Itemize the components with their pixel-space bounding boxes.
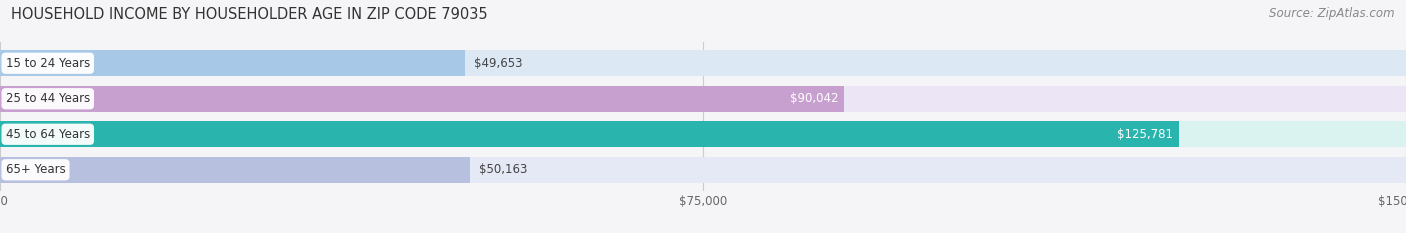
Text: $125,781: $125,781 xyxy=(1118,128,1174,141)
Bar xyxy=(0,86,844,112)
Text: 65+ Years: 65+ Years xyxy=(6,163,65,176)
Bar xyxy=(0,157,470,182)
Text: HOUSEHOLD INCOME BY HOUSEHOLDER AGE IN ZIP CODE 79035: HOUSEHOLD INCOME BY HOUSEHOLDER AGE IN Z… xyxy=(11,7,488,22)
Bar xyxy=(0,51,465,76)
Text: $49,653: $49,653 xyxy=(474,57,523,70)
Bar xyxy=(0,121,1180,147)
Bar xyxy=(0,121,1406,147)
Bar xyxy=(0,51,1406,76)
Text: Source: ZipAtlas.com: Source: ZipAtlas.com xyxy=(1270,7,1395,20)
Text: 25 to 44 Years: 25 to 44 Years xyxy=(6,92,90,105)
Text: $50,163: $50,163 xyxy=(478,163,527,176)
Bar xyxy=(0,157,1406,182)
Text: 15 to 24 Years: 15 to 24 Years xyxy=(6,57,90,70)
Text: 45 to 64 Years: 45 to 64 Years xyxy=(6,128,90,141)
Bar xyxy=(0,86,1406,112)
Text: $90,042: $90,042 xyxy=(790,92,838,105)
